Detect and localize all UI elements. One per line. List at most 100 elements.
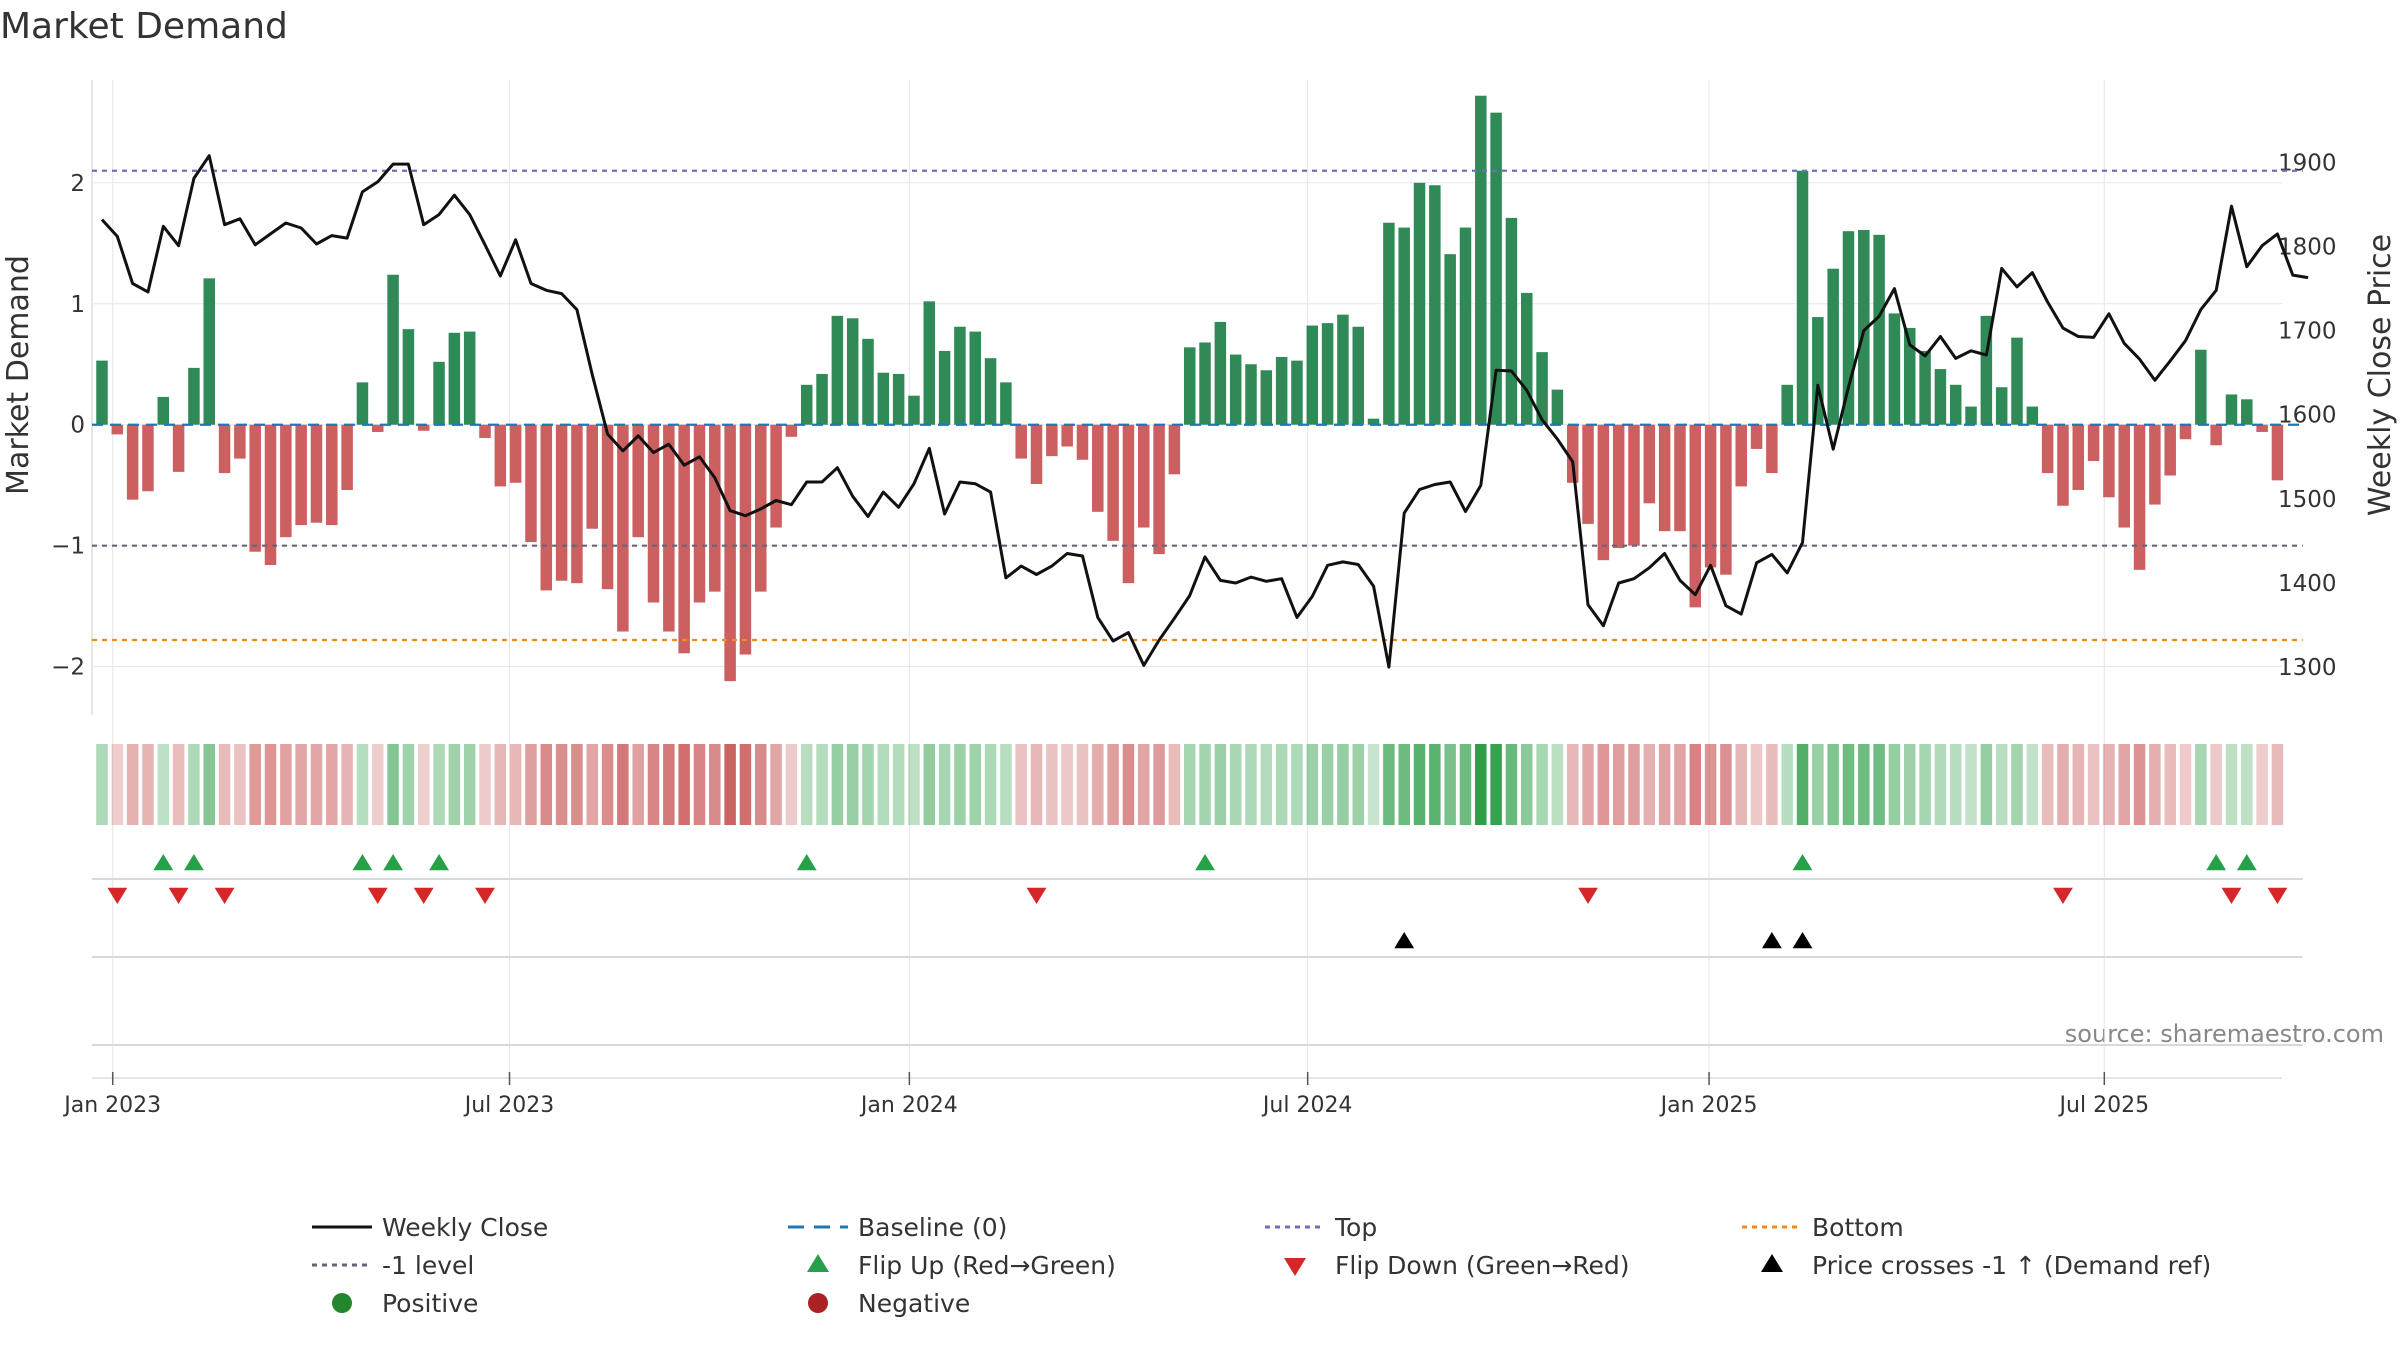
heat-cell [632, 744, 644, 825]
heat-cell [2241, 744, 2253, 825]
demand-bar-positive [1919, 350, 1931, 425]
legend-label: Weekly Close [382, 1213, 548, 1242]
heat-cell [2149, 744, 2161, 825]
heat-cell [1827, 744, 1839, 825]
demand-bar-positive [402, 329, 415, 425]
heat-cell [479, 744, 491, 825]
heat-cell [555, 744, 568, 825]
heat-cell [800, 744, 813, 825]
heat-cell [1612, 744, 1625, 825]
heat-cell [448, 744, 461, 825]
legend-label: Flip Down (Green→Red) [1335, 1251, 1630, 1280]
flip-up-marker [796, 854, 817, 871]
heat-cell [892, 744, 905, 825]
heat-cell [1275, 744, 1288, 825]
heat-cell [1536, 744, 1548, 825]
y-tick-label-right: 1900 [2278, 150, 2337, 176]
y-tick-label-left: 1 [70, 292, 85, 318]
demand-bar-negative [509, 424, 522, 483]
y-tick-label-left: −1 [51, 534, 85, 560]
flip-down-marker [367, 887, 388, 904]
demand-bar-negative [1107, 424, 1119, 541]
demand-bar-positive [800, 384, 813, 425]
heat-cell [1766, 744, 1778, 825]
demand-bar-positive [892, 373, 905, 425]
demand-bar-negative [172, 424, 185, 472]
y-tick-label-right: 1400 [2278, 571, 2337, 597]
heat-cell [525, 744, 537, 825]
heat-cell [678, 744, 690, 825]
demand-bar-negative [724, 424, 736, 682]
demand-bar-negative [647, 424, 660, 603]
heat-cell [1995, 744, 2008, 825]
heat-cell [1199, 744, 1211, 825]
heat-cell [218, 744, 231, 825]
legend-swatch [332, 1293, 352, 1313]
heat-cell [1674, 744, 1686, 825]
heat-cell [463, 744, 476, 825]
y-tick-label-left: 2 [70, 171, 85, 197]
demand-bar-positive [1214, 321, 1227, 425]
demand-bar-negative [1628, 424, 1640, 546]
heat-cell [1735, 744, 1747, 825]
heat-cell [1138, 744, 1150, 825]
heat-cell [1398, 744, 1410, 825]
heat-cell [1704, 744, 1717, 825]
heat-cell [1061, 744, 1073, 825]
demand-bar-negative [310, 424, 323, 523]
demand-bar-positive [831, 315, 844, 425]
heat-cell [1873, 744, 1885, 825]
x-tick-label: Jan 2023 [62, 1093, 161, 1118]
heat-cell [142, 744, 154, 825]
demand-bar-positive [1352, 326, 1364, 425]
heat-cell [831, 744, 844, 825]
demand-bar-positive [2026, 406, 2039, 425]
heat-cell [341, 744, 353, 825]
y-axis-title-right: Weekly Close Price [2363, 234, 2398, 516]
demand-bar-positive [2195, 349, 2207, 425]
heat-cell [111, 744, 124, 825]
demand-bar-positive [877, 372, 890, 425]
demand-bar-positive [1275, 356, 1288, 425]
price-cross-marker [1761, 932, 1782, 949]
heat-cell [1965, 744, 1977, 825]
demand-bar-negative [1122, 424, 1135, 584]
heat-cell [1551, 744, 1564, 825]
demand-bar-positive [1521, 292, 1533, 425]
demand-bar-negative [2256, 424, 2268, 432]
flip-down-marker [1578, 887, 1598, 904]
demand-bar-negative [1061, 424, 1073, 447]
demand-bar-negative [2057, 424, 2069, 506]
flip-down-marker [413, 887, 434, 904]
demand-bar-positive [1781, 384, 1793, 425]
demand-bar-positive [1199, 342, 1211, 425]
demand-bar-positive [387, 274, 399, 425]
legend: Weekly Close Baseline (0) Top Bottom -1 leve… [312, 1213, 2211, 1318]
heat-cell [709, 744, 721, 825]
heat-cell [280, 744, 292, 825]
demand-bar-negative [2149, 424, 2161, 505]
demand-bar-negative [785, 424, 798, 437]
demand-bar-positive [2241, 399, 2253, 425]
demand-bar-negative [693, 424, 706, 603]
heat-cell [1781, 744, 1793, 825]
heat-cell [1720, 744, 1732, 825]
heat-cell [1321, 744, 1334, 825]
heat-cell [2087, 744, 2100, 825]
demand-bar-negative [1766, 424, 1778, 474]
heat-cell [1643, 744, 1656, 825]
demand-bar-negative [1138, 424, 1150, 528]
heat-cell [785, 744, 798, 825]
flip-up-marker [153, 854, 174, 871]
heat-cell [647, 744, 660, 825]
heat-cell [126, 744, 139, 825]
demand-bar-positive [463, 331, 476, 425]
heat-cell [509, 744, 522, 825]
demand-bar-positive [96, 360, 108, 425]
demand-bar-negative [2041, 424, 2054, 474]
heat-cell [402, 744, 415, 825]
demand-bar-positive [1536, 352, 1548, 425]
heat-cell [2164, 744, 2176, 825]
heat-cell [372, 744, 384, 825]
heat-cell [1812, 744, 1824, 825]
